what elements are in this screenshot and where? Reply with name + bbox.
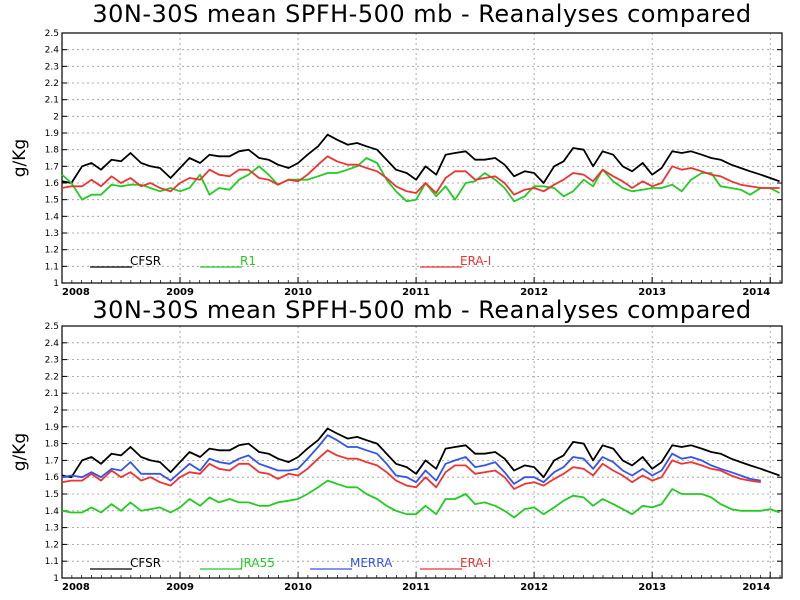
ytick-label: 1	[53, 279, 59, 289]
ytick-label: 1.4	[45, 507, 60, 517]
xtick-label: 2011	[402, 287, 430, 298]
series-line-jra55	[61, 479, 780, 519]
xtick-label: 2008	[62, 287, 90, 298]
ytick-label: 2.2	[45, 372, 59, 382]
ytick-label: 2.3	[45, 356, 59, 366]
xtick-label: 2011	[402, 582, 430, 593]
legend-label: ERA-I	[460, 254, 491, 268]
plot-frame	[61, 32, 783, 284]
series-line-cfsr	[61, 133, 780, 184]
ytick-label: 1.1	[45, 262, 59, 272]
ytick-label: 1.7	[45, 162, 59, 172]
legend-label: MERRA	[350, 556, 393, 570]
legend-label: ERA-I	[460, 556, 491, 570]
ytick-label: 2.1	[45, 96, 59, 106]
ytick-label: 2.3	[45, 62, 59, 72]
ytick-label: 2.1	[45, 389, 59, 399]
ytick-label: 2.2	[45, 79, 59, 89]
ytick-label: 1.3	[45, 229, 59, 239]
ytick-label: 1.6	[45, 473, 60, 483]
ytick-label: 1.5	[45, 196, 59, 206]
series-line-cfsr	[61, 427, 780, 479]
y-axis-label: g/Kg	[10, 139, 30, 177]
ytick-label: 1.8	[45, 440, 60, 450]
series-line-era-i	[61, 155, 780, 196]
plot-frame	[61, 325, 783, 579]
ytick-label: 2.4	[45, 339, 60, 349]
xtick-label: 2012	[520, 582, 548, 593]
chart-panel-2: 1 1.1 1.2 1.3 1.4 1.5 1.6 1.7 1.8 1.9 2 2.1 2.2 2.3 2.…	[10, 322, 783, 593]
xtick-label: 2013	[638, 582, 666, 593]
series-line-r1	[61, 157, 781, 203]
y-axis-label: g/Kg	[10, 433, 30, 471]
legend-label: JRA55	[239, 556, 275, 570]
panel-2-title: 30N-30S mean SPFH-500 mb - Reanalyses co…	[92, 296, 752, 324]
xtick-label: 2008	[62, 582, 90, 593]
ytick-label: 2.5	[45, 29, 59, 39]
ytick-label: 1.6	[45, 179, 60, 189]
xtick-label: 2010	[284, 582, 312, 593]
xtick-label: 2009	[166, 287, 194, 298]
ytick-label: 2.4	[45, 46, 60, 56]
xtick-label: 2012	[520, 287, 548, 298]
series-line-era-i	[61, 449, 761, 490]
ytick-label: 2	[53, 112, 59, 122]
ytick-label: 1.2	[45, 540, 59, 550]
legend-label: CFSR	[130, 254, 161, 268]
ytick-label: 1.9	[45, 423, 60, 433]
xtick-label: 2014	[742, 287, 770, 298]
ytick-label: 1	[53, 574, 59, 584]
ytick-label: 1.2	[45, 246, 59, 256]
chart-panel-1: 1 1.1 1.2 1.3 1.4 1.5 1.6 1.7 1.8 1.9 2 2.1 2.2 2.3 2.…	[10, 29, 783, 298]
ytick-label: 1.3	[45, 524, 59, 534]
ytick-label: 2	[53, 406, 59, 416]
series-line-merra	[61, 434, 761, 485]
panel-1-title: 30N-30S mean SPFH-500 mb - Reanalyses co…	[92, 0, 752, 28]
xtick-label: 2014	[742, 582, 770, 593]
legend-label: CFSR	[130, 556, 161, 570]
xtick-label: 2013	[638, 287, 666, 298]
xtick-label: 2009	[166, 582, 194, 593]
ytick-label: 1.7	[45, 456, 59, 466]
xtick-label: 2010	[284, 287, 312, 298]
ytick-label: 1.4	[45, 212, 60, 222]
ytick-label: 1.1	[45, 557, 59, 567]
ytick-label: 1.9	[45, 129, 60, 139]
ytick-label: 1.8	[45, 146, 60, 156]
ytick-label: 2.5	[45, 322, 59, 332]
ytick-label: 1.5	[45, 490, 59, 500]
legend-label: R1	[240, 254, 256, 268]
